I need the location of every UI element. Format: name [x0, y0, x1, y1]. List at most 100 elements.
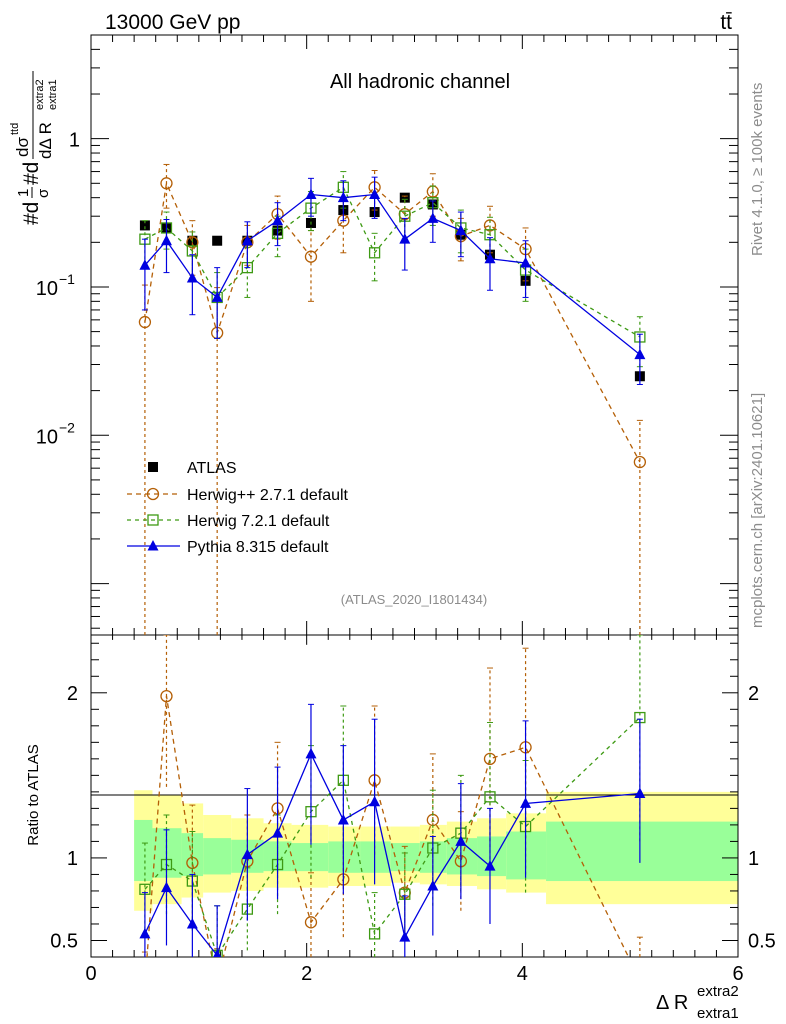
green-band-0	[134, 819, 153, 882]
herwig-2-7-1-default-ratio-point	[139, 980, 150, 991]
green-band-3	[203, 838, 232, 875]
herwig-2-7-1-default-point	[633, 455, 647, 469]
legend-marker-0	[148, 462, 158, 472]
x-tick-label: 2	[301, 963, 312, 985]
herwig-2-7-1-default-point	[160, 177, 173, 190]
pythia-8-315-default-point	[427, 212, 439, 223]
analysis-id: (ATLAS_2020_I1801434)	[341, 592, 487, 607]
pythia-8-315-default-ratio-point	[427, 879, 439, 891]
pythia-8-315-default-point	[484, 252, 496, 264]
y-tick-label-base: 10	[36, 426, 58, 448]
x-tick-label: 4	[517, 963, 528, 985]
herwig-7-2-1-default-ratio-line	[144, 717, 641, 957]
process-label: tt̄	[720, 11, 732, 34]
herwig-2-7-1-default-point	[138, 315, 152, 329]
green-band-6	[291, 843, 329, 872]
xlabel-base: Δ R	[656, 992, 688, 1014]
main-ylabel: #d 1 σ #d dσ ttd dΔ R extra1 extra2	[9, 71, 59, 225]
ratio-series-group	[139, 635, 646, 991]
green-band-7	[328, 841, 361, 873]
ratio-ytick-label: 0.5	[50, 930, 78, 952]
legend-label-2: Herwig 7.2.1 default	[187, 513, 330, 530]
y-tick-label-exp: −1	[59, 271, 75, 287]
ratio-ytick-label: 1	[67, 848, 78, 870]
legend-label-3: Pythia 8.315 default	[187, 539, 329, 556]
pythia-8-315-default-ratio-point	[634, 787, 646, 799]
main-series-group	[138, 163, 647, 635]
y-tick-label: 1	[69, 130, 80, 152]
legend-marker-3	[147, 540, 159, 551]
pythia-8-315-default-ratio-point	[520, 797, 532, 808]
pythia-8-315-default-point	[520, 257, 532, 268]
pythia-8-315-default-ratio-point	[139, 927, 151, 939]
pythia-8-315-default-point	[211, 291, 223, 302]
pythia-8-315-default-ratio-point	[399, 931, 411, 942]
pythia-8-315-default-point	[634, 348, 646, 360]
axis-labels: 0 2 4 610 −210 −110.5 0.51 12 2	[36, 130, 776, 985]
rivet-version-label: Rivet 4.1.0, ≥ 100k events	[749, 83, 766, 256]
pythia-8-315-default-ratio-point	[305, 747, 317, 759]
pythia-8-315-default-ratio-point	[484, 860, 496, 871]
x-tick-label: 0	[85, 963, 96, 985]
ratio-ytick-label-right: 0.5	[748, 930, 776, 952]
ylabel-extra2: extra2	[34, 79, 46, 110]
ylabel-dDeltaR: dΔ R	[36, 122, 55, 159]
ratio-ytick-label: 2	[67, 683, 78, 705]
legend-marker-2	[147, 514, 159, 526]
pythia-8-315-default-line	[144, 193, 641, 356]
green-band-14	[546, 821, 738, 882]
pythia-8-315-default-point	[337, 191, 349, 203]
herwig-2-7-1-default-ratio-point	[304, 916, 318, 929]
pythia-8-315-default-ratio-point	[455, 835, 467, 846]
ylabel-one: 1	[15, 189, 32, 197]
herwig-2-7-1-default-ratio-point	[483, 752, 497, 765]
pythia-8-315-default-ratio-point	[337, 813, 349, 825]
y-tick-label-exp: −2	[59, 419, 75, 435]
legend-label-1: Herwig++ 2.7.1 default	[187, 487, 349, 504]
pythia-8-315-default-point	[399, 233, 411, 244]
herwig-7-2-1-default-point	[368, 247, 381, 259]
series-layer	[138, 163, 647, 991]
axis-ticks	[90, 34, 739, 958]
ylabel-hash-d-2: #d	[20, 162, 43, 185]
pythia-8-315-default-ratio-point	[186, 917, 198, 929]
pythia-8-315-default-ratio-point	[272, 827, 284, 838]
xlabel: Δ R extra2 extra1	[656, 983, 739, 1022]
herwig-7-2-1-default-line	[144, 186, 641, 338]
x-tick-label: 6	[732, 963, 743, 985]
y-tick-label-base: 10	[36, 278, 58, 300]
pythia-8-315-default-point	[139, 259, 151, 270]
ylabel-ttd: ttd	[9, 123, 21, 135]
pythia-8-315-default-ratio-point	[241, 848, 253, 860]
ylabel-dsigma: dσ	[13, 137, 32, 157]
ratio-ylabel: Ratio to ATLAS	[25, 744, 42, 845]
ylabel-sigma: σ	[35, 188, 52, 198]
pythia-8-315-default-point	[369, 188, 381, 200]
pythia-8-315-default-ratio-point	[213, 949, 222, 957]
pythia-8-315-default-point	[186, 271, 198, 283]
ylabel-hash-d: #d	[20, 202, 43, 225]
atlas-data-point	[212, 235, 223, 246]
pythia-8-315-default-point	[160, 234, 172, 246]
herwig-7-2-1-default-ratio-point	[368, 928, 381, 940]
xlabel-sub: extra1	[697, 1005, 739, 1022]
pythia-8-315-default-ratio-point	[369, 795, 381, 807]
herwig-2-7-1-default-ratio-point	[160, 689, 173, 703]
pythia-8-315-default-point	[455, 224, 467, 236]
herwig-7-2-1-default-ratio-point	[484, 791, 496, 803]
pythia-8-315-default-point	[305, 188, 317, 200]
legend: ATLAS Herwig++ 2.7.1 default Herwig 7.2.1 …	[127, 460, 349, 556]
atlas-data-point	[399, 192, 410, 203]
atlas-data-point	[139, 220, 150, 231]
ratio-ytick-label-right: 1	[748, 848, 759, 870]
herwig-2-7-1-default-ratio-point	[634, 975, 645, 986]
legend-marker-1	[146, 487, 160, 501]
pythia-8-315-default-point	[272, 214, 284, 226]
pythia-8-315-default-point	[241, 234, 253, 246]
ratio-ytick-label-right: 2	[748, 683, 759, 705]
energy-label: 13000 GeV pp	[105, 11, 240, 34]
ylabel-extra1: extra1	[47, 79, 59, 110]
source-label: mcplots.cern.ch [arXiv:2401.10621]	[749, 393, 766, 628]
herwig-2-7-1-default-ratio-point	[212, 976, 223, 987]
